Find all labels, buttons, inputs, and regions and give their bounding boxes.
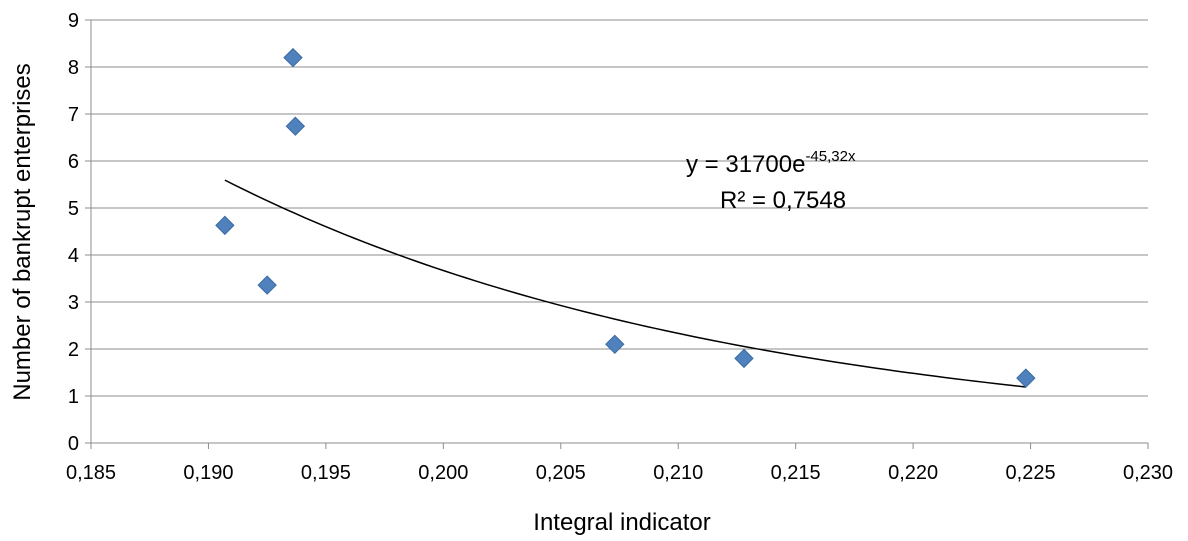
data-point xyxy=(605,334,625,355)
y-tick-label: 0 xyxy=(68,433,79,455)
y-axis-title: Number of bankrupt enterprises xyxy=(9,63,36,401)
data-point xyxy=(257,275,277,295)
y-tick-label: 4 xyxy=(68,245,79,267)
y-tick-label: 7 xyxy=(68,104,79,126)
data-points xyxy=(215,47,1036,388)
x-tick-label: 0,210 xyxy=(653,462,703,484)
gridlines xyxy=(85,19,1149,449)
y-tick-label: 1 xyxy=(68,386,79,408)
data-point xyxy=(215,215,235,236)
y-tick-label: 2 xyxy=(68,339,79,361)
x-axis-title: Integral indicator xyxy=(533,509,710,536)
y-tick-label: 6 xyxy=(68,151,79,173)
axes xyxy=(90,20,1148,444)
data-point xyxy=(283,47,303,68)
y-tick-label: 8 xyxy=(68,57,79,79)
x-tick-label: 0,220 xyxy=(888,462,938,484)
x-tick-label: 0,215 xyxy=(771,462,821,484)
data-point xyxy=(1016,368,1036,388)
y-tick-label: 5 xyxy=(68,198,79,220)
x-tick-label: 0,225 xyxy=(1006,462,1056,484)
x-tick-label: 0,195 xyxy=(301,462,351,484)
trendline-equation: y = 31700e-45,32x xyxy=(686,148,856,178)
x-tick-label: 0,185 xyxy=(66,462,116,484)
trendline-r-squared: R² = 0,7548 xyxy=(720,187,846,214)
x-tick-label: 0,230 xyxy=(1123,462,1173,484)
x-tick-label: 0,190 xyxy=(183,462,233,484)
y-tick-label: 9 xyxy=(68,10,79,32)
x-tick-labels: 0,185 0,190 0,195 0,200 0,205 0,210 0,215 0,220… xyxy=(66,462,1173,484)
data-point xyxy=(285,116,306,136)
trendline xyxy=(224,179,1026,388)
x-tick-label: 0,205 xyxy=(536,462,586,484)
data-point xyxy=(734,348,754,369)
y-tick-label: 3 xyxy=(68,292,79,314)
x-tick-label: 0,200 xyxy=(418,462,468,484)
y-tick-labels: 0 1 2 3 4 5 6 7 8 9 xyxy=(68,10,79,455)
